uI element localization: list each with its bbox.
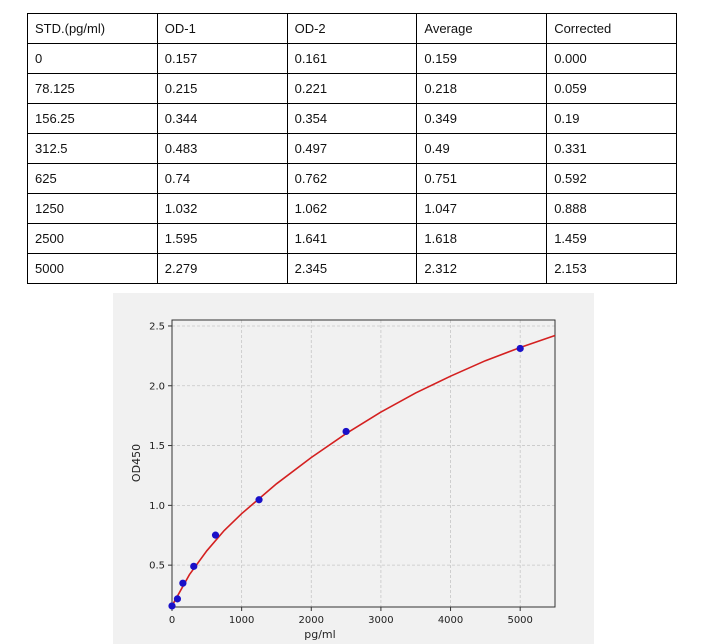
table-row: 2500 1.595 1.641 1.618 1.459 [27,223,677,254]
cell-corrected: 0.888 [546,193,677,224]
header-corrected: Corrected [546,13,677,44]
chart-svg: 0 1000 2000 3000 4000 5000 0.5 1.0 1.5 2.0 2.5 pg/… [130,319,556,641]
cell-average: 1.618 [416,223,548,254]
x-tick-label: 5000 [507,615,532,626]
cell-od1: 0.157 [156,43,288,74]
cell-od1: 0.344 [156,103,288,134]
y-tick-label: 2.0 [149,381,165,392]
table-row: 312.5 0.483 0.497 0.49 0.331 [27,133,677,164]
y-axis-label: OD450 [130,444,143,482]
y-tick-label: 2.5 [149,321,165,332]
cell-corrected: 0.19 [546,103,677,134]
table-row: 5000 2.279 2.345 2.312 2.153 [27,253,677,284]
cell-corrected: 1.459 [546,223,677,254]
x-axis-label: pg/ml [304,628,335,641]
x-tick-label: 4000 [438,615,463,626]
data-point [173,595,182,603]
table-row: 625 0.74 0.762 0.751 0.592 [27,163,677,194]
cell-average: 0.218 [416,73,548,104]
grid-lines [171,320,555,607]
cell-corrected: 0.331 [546,133,677,164]
header-average: Average [416,13,548,44]
cell-average: 1.047 [416,193,548,224]
fit-curve-line [171,334,556,607]
cell-od2: 0.762 [286,163,418,194]
cell-od2: 1.641 [286,223,418,254]
cell-corrected: 2.153 [546,253,677,284]
cell-std: 625 [27,163,158,194]
cell-od2: 0.161 [286,43,418,74]
cell-od1: 0.215 [156,73,288,104]
cell-average: 2.312 [416,253,548,284]
x-tick-label: 2000 [299,615,324,626]
cell-od1: 1.595 [156,223,288,254]
cell-od1: 0.483 [156,133,288,164]
cell-corrected: 0.592 [546,163,677,194]
plot-frame [171,319,556,608]
cell-od2: 2.345 [286,253,418,284]
cell-std: 312.5 [27,133,158,164]
data-point [179,579,187,587]
table-row: 156.25 0.344 0.354 0.349 0.19 [27,103,677,134]
cell-std: 1250 [27,193,158,224]
table-row: 78.125 0.215 0.221 0.218 0.059 [27,73,677,104]
cell-od2: 0.354 [286,103,418,134]
cell-od1: 1.032 [156,193,288,224]
standard-table-container: STD.(pg/ml) OD-1 OD-2 Average Corrected … [27,13,677,284]
data-point [255,496,263,504]
table-row: 0 0.157 0.161 0.159 0.000 [27,43,677,74]
data-point [342,427,350,436]
cell-od2: 1.062 [286,193,418,224]
table-header-row: STD.(pg/ml) OD-1 OD-2 Average Corrected [27,13,677,44]
standard-curve-table: STD.(pg/ml) OD-1 OD-2 Average Corrected … [27,13,677,284]
axis-ticks: 0 1000 2000 3000 4000 5000 0.5 1.0 1.5 2.0 2.5 [149,321,533,626]
x-tick-label: 1000 [229,615,254,626]
cell-std: 156.25 [27,103,158,134]
x-tick-label: 0 [169,615,175,626]
y-tick-label: 1.5 [149,441,165,452]
x-tick-label: 3000 [368,615,393,626]
header-od1: OD-1 [156,13,288,44]
cell-corrected: 0.059 [546,73,677,104]
header-std: STD.(pg/ml) [27,13,158,44]
cell-std: 78.125 [27,73,158,104]
cell-od1: 0.74 [156,163,288,194]
cell-average: 0.349 [416,103,548,134]
cell-average: 0.49 [416,133,548,164]
cell-average: 0.159 [416,43,548,74]
cell-od1: 2.279 [156,253,288,284]
table-row: 1250 1.032 1.062 1.047 0.888 [27,193,677,224]
cell-od2: 0.221 [286,73,418,104]
cell-std: 0 [27,43,158,74]
cell-std: 2500 [27,223,158,254]
data-points [168,344,524,610]
data-point [168,602,176,610]
y-tick-label: 1.0 [149,501,165,512]
cell-std: 5000 [27,253,158,284]
cell-od2: 0.497 [286,133,418,164]
cell-average: 0.751 [416,163,548,194]
cell-corrected: 0.000 [546,43,677,74]
data-point [211,531,220,539]
header-od2: OD-2 [286,13,418,44]
data-point [516,344,524,353]
data-point [190,562,198,570]
y-tick-label: 0.5 [149,561,165,572]
standard-curve-chart: 0 1000 2000 3000 4000 5000 0.5 1.0 1.5 2.0 2.5 pg/… [113,293,594,644]
